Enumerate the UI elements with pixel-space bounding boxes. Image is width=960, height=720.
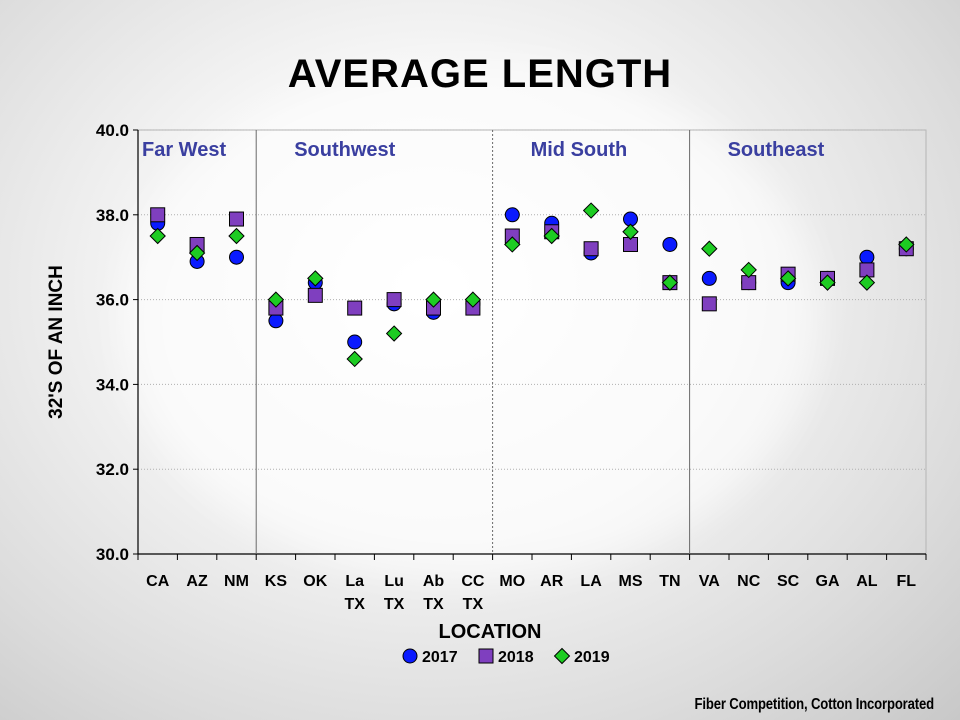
region-label: Southeast [728,139,825,161]
data-point-2019 [149,227,166,245]
x-tick-label: LA [580,573,602,590]
x-tick-label: TX [463,596,484,613]
data-point-2018 [307,287,323,303]
data-point-2019 [819,274,836,291]
x-tick-label: SC [777,573,800,590]
x-tick-label: AL [856,573,878,590]
x-tick-label: NC [737,573,761,590]
x-tick-label: TN [659,573,680,590]
legend-label-2019: 2019 [574,649,610,666]
data-point-2019 [385,325,403,342]
data-point-2019 [504,236,521,253]
region-label: Mid South [531,139,628,161]
x-tick-label: Ab [423,573,445,590]
x-tick-label: GA [816,573,840,590]
region-label: Southwest [294,139,395,161]
data-point-2018 [701,296,717,312]
y-tick-label: 34.0 [96,375,129,394]
y-tick-label: 40.0 [96,121,129,140]
x-tick-label: AZ [186,573,208,590]
chart-title: AVERAGE LENGTH [287,52,673,96]
data-point-2019 [779,270,797,287]
x-tick-label: KS [265,573,288,590]
data-point-2017 [701,270,717,286]
data-point-2019 [228,227,245,245]
x-tick-label: NM [224,573,249,590]
data-point-2018 [229,211,244,227]
x-tick-label: FL [897,573,917,590]
data-point-2017 [504,207,520,223]
credit-text: Fiber Competition, Cotton Incorporated [694,696,935,713]
data-point-2019 [858,274,876,291]
x-tick-label: OK [303,573,327,590]
data-point-2018 [583,241,599,257]
y-tick-label: 30.0 [96,545,129,564]
x-tick-label: VA [699,573,720,590]
data-point-2019 [188,244,206,262]
data-point-2019 [701,240,718,257]
legend-marker-2018 [478,648,494,664]
data-point-2019 [464,291,482,308]
x-tick-label: La [345,573,364,590]
x-tick-label: MS [619,573,643,590]
x-tick-label: Lu [384,573,404,590]
data-point-2019 [346,350,363,368]
y-tick-label: 38.0 [96,206,129,225]
y-tick-label: 32.0 [96,460,129,479]
legend-label-2017: 2017 [422,649,458,666]
data-point-2019 [307,270,324,287]
legend-marker-2019 [553,647,571,665]
x-tick-label: CC [461,573,485,590]
data-point-2017 [268,313,284,329]
x-tick-label: MO [499,573,525,590]
data-point-2019 [661,274,679,291]
data-point-2019 [425,291,442,308]
x-axis-label: LOCATION [439,621,542,643]
legend-marker-2017 [402,648,418,664]
x-tick-label: TX [344,596,365,613]
data-point-2018 [386,292,402,308]
x-tick-label: TX [423,596,444,613]
region-label: Far West [142,139,226,161]
data-point-2019 [582,202,600,219]
x-tick-label: AR [540,573,564,590]
data-point-2018 [150,207,166,223]
data-point-2019 [267,291,285,308]
data-point-2018 [347,300,363,316]
x-tick-label: CA [146,573,170,590]
background-highlight [120,60,820,580]
data-point-2019 [740,261,757,279]
x-tick-label: TX [384,596,405,613]
data-point-2019 [898,236,915,253]
data-point-2017 [347,334,363,350]
legend-label-2018: 2018 [498,649,534,666]
data-point-2019 [622,223,639,240]
data-point-2017 [859,249,875,265]
y-axis-label: 32'S OF AN INCH [46,265,67,419]
y-tick-label: 36.0 [96,291,129,310]
data-point-2019 [543,227,560,245]
data-point-2017 [662,236,678,252]
data-point-2017 [229,249,244,265]
